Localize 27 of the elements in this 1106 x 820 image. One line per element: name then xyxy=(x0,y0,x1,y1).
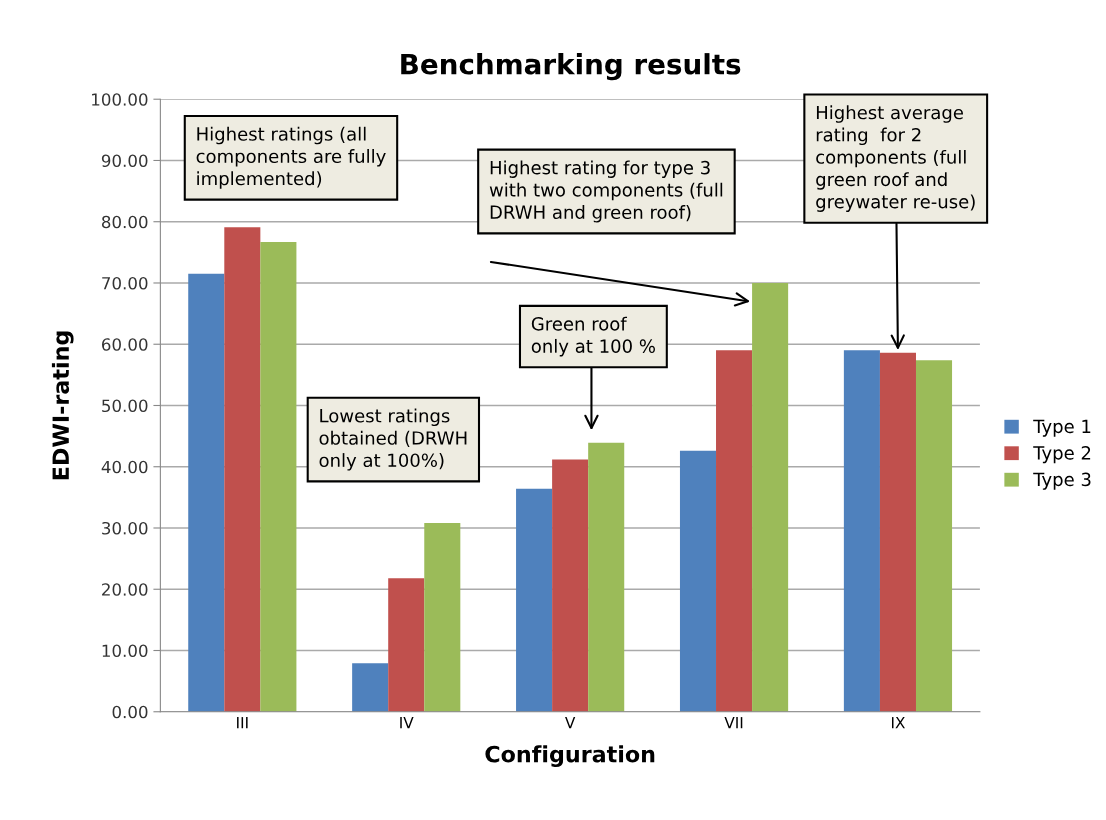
annotation: Highest ratings (all components are fully implemented) xyxy=(196,126,386,189)
y-tick-label: 20.00 xyxy=(102,583,148,596)
y-tick-label: 70.00 xyxy=(102,276,148,290)
y-tick-label: 10.00 xyxy=(102,644,148,658)
x-axis-title: Configuration xyxy=(485,745,655,767)
chart-title: Benchmarking results xyxy=(401,53,741,81)
annotation: Highest average rating for 2 components (full green roof and greywater re-use) xyxy=(816,105,975,212)
y-tick-label: 80.00 xyxy=(101,215,148,229)
y-axis-title: EDWI-rating xyxy=(51,331,74,480)
y-tick-label: 0.00 xyxy=(112,705,148,719)
annotation: Lowest ratings obtained (DRWH only at 100%) xyxy=(319,408,467,471)
y-tick-label: 60.00 xyxy=(102,338,148,351)
x-tick-label: VII xyxy=(724,717,743,729)
y-tick-label: 50.00 xyxy=(102,399,148,413)
y-tick-label: 90.00 xyxy=(101,154,148,168)
annotation: Green roof only at 100 % xyxy=(531,316,655,357)
x-tick-label: IX xyxy=(891,717,905,729)
x-tick-label: V xyxy=(565,717,576,729)
y-tick-label: 40.00 xyxy=(101,460,148,474)
y-tick-label: 30.00 xyxy=(102,521,148,535)
x-tick-label: III xyxy=(237,717,248,729)
legend-label: Type 2 xyxy=(1033,446,1091,464)
legend-label: Type 3 xyxy=(1033,472,1091,490)
x-tick-label: IV xyxy=(400,717,414,729)
annotation: Highest rating for type 3 with two components (full DRWH and green roof) xyxy=(489,160,723,223)
legend-label: Type 1 xyxy=(1033,419,1091,437)
y-tick-label: 100.00 xyxy=(92,93,148,106)
